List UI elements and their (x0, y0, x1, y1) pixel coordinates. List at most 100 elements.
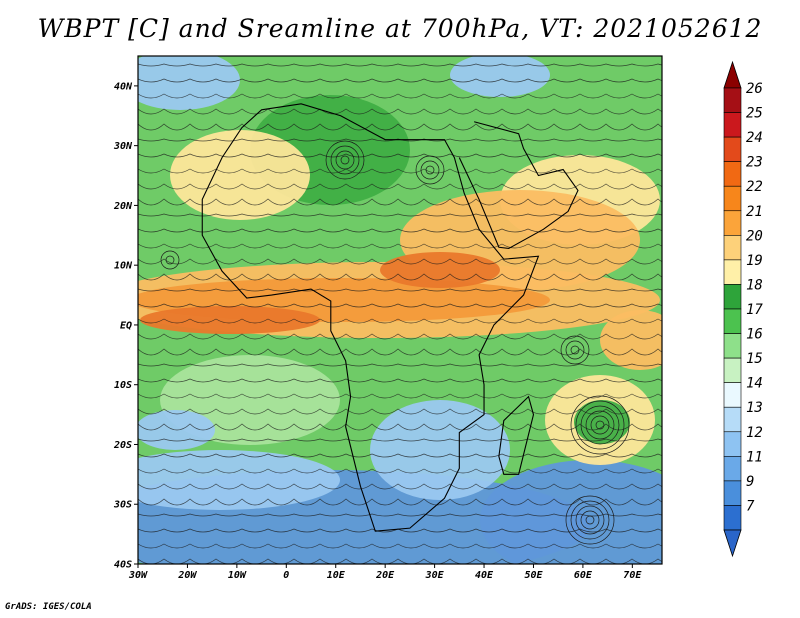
vortex-ring (570, 345, 580, 355)
vortex-ring (585, 515, 595, 525)
lat-tick-label: 20N (113, 201, 133, 212)
colorbar-swatch (723, 259, 742, 285)
lat-tick-label: 30N (113, 141, 133, 152)
vortex-ring (595, 420, 605, 430)
streamline (138, 138, 662, 142)
streamline (138, 498, 662, 506)
vortex-ring (335, 150, 355, 170)
lat-tick-label: 10N (114, 261, 133, 272)
colorbar-swatch (723, 382, 742, 408)
lon-tick-label: 40E (475, 570, 494, 581)
lon-tick-label: 60E (574, 570, 593, 581)
axis-ticks: 30W 20W 10W 0 10E 20E 30E 40E 50E 60E 70E 40N 30N 20N… (113, 81, 642, 581)
field-patch (138, 450, 340, 510)
colorbar-label: 16 (746, 327, 763, 343)
vortex-ring (330, 145, 360, 175)
lon-tick-label: 70E (623, 570, 642, 581)
vortex-ring (425, 165, 435, 175)
streamline (138, 228, 662, 233)
colorbar-label: 19 (746, 253, 763, 269)
lat-tick-label: 40S (114, 560, 132, 571)
colorbar-label: 17 (746, 302, 763, 318)
colorbar: 26 25 24 23 22 21 20 19 18 17 16 15 14 13 12 11 9 7 (723, 60, 763, 558)
colorbar-label: 12 (746, 425, 763, 441)
vortex-ring (560, 335, 590, 365)
africa-coastline (201, 103, 540, 532)
lon-tick-label: 50E (524, 570, 543, 581)
colorbar-swatch (723, 456, 742, 482)
colorbar-swatch (723, 136, 742, 162)
lat-tick-label: 20S (113, 440, 132, 451)
grads-credit: GrADS: IGES/COLA (5, 602, 92, 612)
vortex-ring (580, 405, 620, 445)
streamline (138, 393, 662, 399)
colorbar-label: 18 (746, 277, 763, 293)
vortex-ring (160, 250, 180, 270)
lon-tick-label: 10E (327, 570, 346, 581)
streamline (138, 153, 662, 158)
streamline (138, 243, 662, 249)
streamline (138, 93, 662, 99)
field-patch (170, 130, 310, 220)
streamline (138, 543, 662, 549)
colorbar-swatch (723, 210, 742, 236)
streamline (138, 288, 662, 292)
colorbar-label: 15 (746, 351, 763, 367)
colorbar-swatch (723, 284, 742, 310)
colorbar-label: 14 (746, 376, 763, 392)
lat-tick-label: 40N (114, 81, 133, 92)
streamline (138, 108, 662, 115)
streamline (138, 123, 662, 131)
streamline (138, 63, 662, 67)
streamline (138, 258, 662, 265)
madagascar-coastline (498, 395, 535, 475)
colorbar-swatch (723, 505, 742, 531)
streamline (138, 303, 662, 308)
colorbar-top-arrow (723, 60, 742, 89)
lat-tick-label: 30S (113, 500, 132, 511)
lat-tick-label: 10S (114, 380, 132, 391)
vortex-ring (565, 495, 615, 545)
vortex-ring (340, 155, 350, 165)
colorbar-label: 26 (746, 81, 763, 97)
field-patch (380, 252, 500, 288)
coastlines-borders (201, 103, 579, 532)
colorbar-swatch (723, 185, 742, 212)
colorbar-label: 23 (746, 155, 763, 171)
colorbar-label: 13 (746, 400, 763, 416)
streamline (138, 453, 662, 458)
streamline (138, 168, 662, 174)
field-patch (450, 56, 550, 97)
streamline (138, 348, 662, 356)
streamline (138, 318, 662, 324)
streamline (138, 438, 662, 442)
streamline (138, 528, 662, 533)
vortex-ring (565, 340, 585, 360)
streamline (138, 363, 662, 367)
wbpt-field (138, 56, 662, 564)
vortex-ring (580, 510, 600, 530)
lon-tick-label: 10W (228, 570, 247, 581)
vortex-ring (415, 155, 445, 185)
colorbar-label: 24 (746, 130, 763, 146)
field-patch (600, 310, 662, 370)
colorbar-label: 25 (746, 106, 763, 122)
vortex-ring (590, 415, 610, 435)
lon-tick-label: 0 (283, 570, 289, 581)
vortex-ring (575, 505, 605, 535)
colorbar-label: 9 (746, 474, 754, 490)
streamline (138, 423, 662, 431)
lon-tick-label: 30E (425, 570, 445, 581)
colorbar-swatch (723, 333, 742, 359)
colorbar-swatch (723, 161, 742, 187)
streamline (138, 513, 662, 517)
field-patch (480, 460, 662, 564)
colorbar-swatch (723, 431, 742, 457)
colorbar-swatch (723, 357, 742, 383)
colorbar-swatch (723, 480, 742, 506)
field-patch (140, 306, 320, 334)
map-title: WBPT [C] and Sreamline at 700hPa, VT: 20… (37, 14, 763, 43)
plot-frame (137, 55, 663, 565)
streamline (138, 468, 662, 474)
